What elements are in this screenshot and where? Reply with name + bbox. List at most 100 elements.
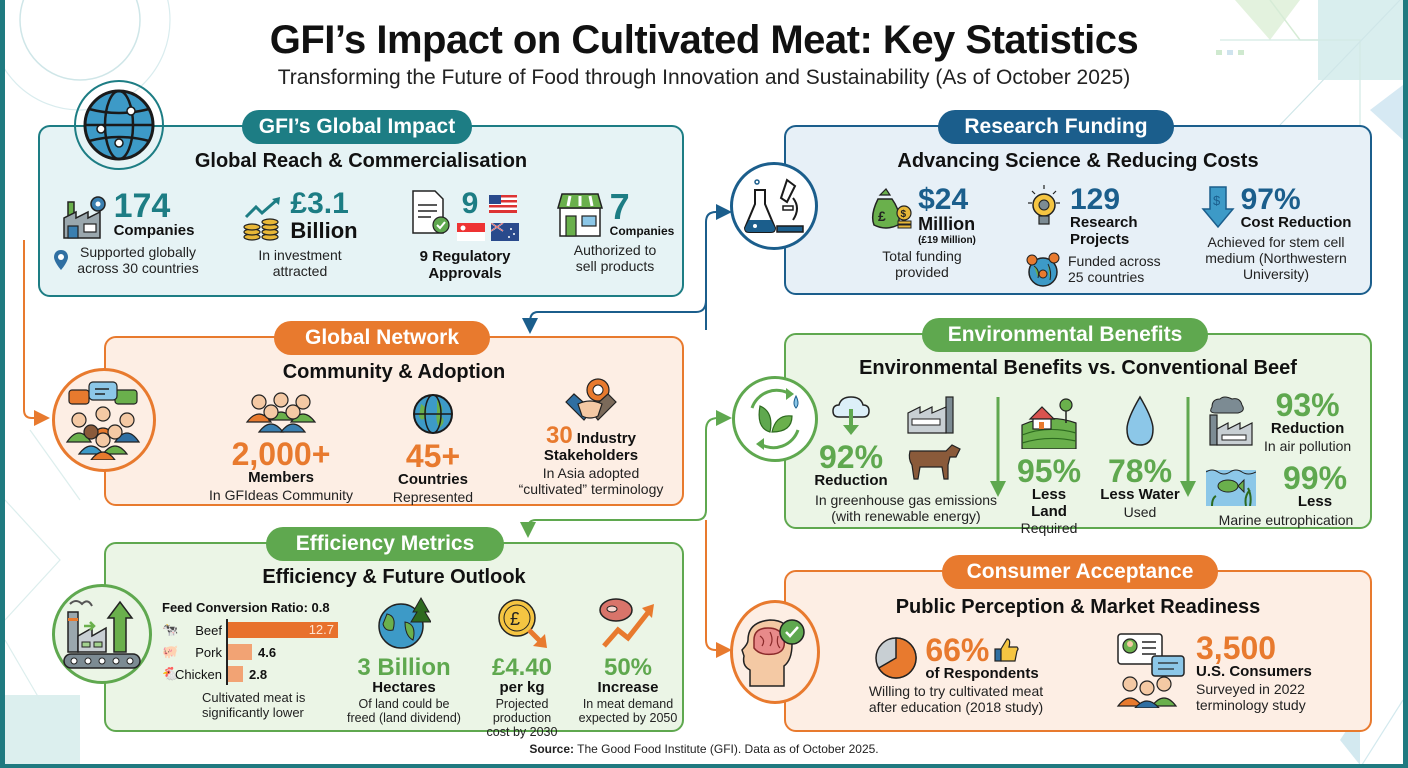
pie-chart-icon	[875, 637, 918, 679]
bar-pork	[228, 644, 252, 660]
brain-check-icon-badge	[730, 600, 820, 704]
bar-label: Chicken	[175, 666, 222, 682]
stat-desc: Used	[1123, 503, 1157, 520]
stat-label-2: Stakeholders	[543, 447, 639, 464]
svg-text:£: £	[510, 609, 520, 629]
stat-investment: £3.1 Billion In investment attracted	[230, 189, 370, 279]
stat-desc: Willing to try cultivated meat	[868, 682, 1044, 699]
stat-label: Increase	[597, 679, 659, 696]
globe-network-icon	[83, 89, 155, 161]
stat-industry-stakeholders: 30 Industry Stakeholders In Asia adopted…	[506, 376, 676, 497]
panel-subtitle: Public Perception & Market Readiness	[895, 596, 1261, 618]
singapore-flag-icon	[457, 223, 485, 241]
svg-text:£: £	[878, 208, 886, 224]
stat-air-pollution: 93% Reduction In air pollution 99% Less …	[1206, 389, 1366, 528]
brain-check-icon	[741, 619, 805, 687]
stat-value: 97%	[1240, 183, 1301, 216]
stat-desc: Surveyed in 2022	[1196, 680, 1305, 697]
stat-total-funding: £ $ $24 Million (£19 Million) Total fund…	[852, 185, 992, 280]
stat-ghg-reduction: 92% Reduction In greenhouse gas emission…	[806, 395, 1006, 524]
lab-icon-badge	[730, 162, 818, 250]
down-arrow-icon	[1180, 397, 1196, 497]
stat-value: 129	[1070, 183, 1121, 216]
stat-value: 99%	[1282, 459, 1348, 496]
pound-coin-down-icon: £	[498, 599, 547, 648]
storefront-icon	[556, 193, 603, 237]
stat-value: 78%	[1107, 453, 1173, 489]
factory-smoke-icon	[1209, 396, 1253, 446]
stat-value: 30	[546, 422, 573, 449]
stat-value: 93%	[1275, 387, 1340, 423]
svg-text:$: $	[1213, 193, 1221, 208]
stat-value: 9	[461, 187, 479, 220]
stat-desc: Required	[1020, 520, 1078, 536]
stat-value: £3.1	[290, 187, 349, 220]
chart-annotation-2: significantly lower	[202, 704, 304, 720]
chicken-icon: 🐔	[162, 666, 179, 681]
stat-desc: Authorized to sell products	[573, 242, 657, 275]
stat-desc: In GFIdeas Community	[209, 486, 353, 503]
bar-label: Pork	[195, 644, 222, 660]
factory-gear-icon	[62, 195, 106, 239]
globe-pins-icon	[1026, 252, 1060, 287]
bar-beef: 12.7	[228, 622, 338, 638]
pig-icon: 🐖	[162, 644, 179, 659]
source-label: Source:	[529, 742, 575, 756]
stat-label: Less Water	[1100, 486, 1180, 503]
stat-label: Countries	[397, 471, 468, 488]
stat-label: per kg	[499, 679, 545, 696]
panel-subtitle: Environmental Benefits vs. Conventional …	[859, 357, 1297, 379]
steak-trend-icon	[599, 598, 654, 648]
stat-us-consumers: 3,500 U.S. Consumers Surveyed in 2022 te…	[1116, 632, 1336, 713]
chart-title: Feed Conversion Ratio: 0.8	[162, 600, 330, 615]
stat-authorized-companies: 7 Companies Authorized to sell products	[550, 189, 680, 274]
panel-subtitle: Global Reach & Commercialisation	[194, 150, 528, 172]
factory-conveyor-icon-badge	[52, 584, 152, 684]
stat-members: 2,000+ Members In GFIdeas Community	[206, 392, 356, 503]
stat-value: 50%	[603, 654, 653, 681]
source-footer: Source: The Good Food Institute (GFI). D…	[0, 742, 1408, 756]
stat-label: Members	[248, 469, 314, 486]
stat-production-cost: £ £4.40 per kg Projected production cost…	[466, 596, 578, 740]
pill-efficiency-metrics: Efficiency Metrics	[266, 527, 504, 561]
factory-conveyor-icon	[63, 600, 141, 669]
globe-icon	[413, 394, 453, 434]
factory-icon	[907, 396, 954, 434]
stat-willing-to-try: 66% of Respondents Willing to try cultiv…	[856, 634, 1056, 715]
fish-water-icon	[1206, 469, 1256, 506]
community-people-icon	[65, 381, 141, 460]
stat-value: 2,000+	[231, 436, 331, 472]
stat-less-land: 95% Less Land Required	[1014, 395, 1084, 536]
handshake-gear-icon	[565, 378, 617, 421]
stat-desc: Funded across 25 countries	[1068, 252, 1161, 285]
stat-label: 9 Regulatory Approvals	[419, 248, 511, 282]
stat-label: Companies	[113, 222, 195, 239]
stat-label: Less	[1297, 492, 1333, 510]
stat-companies-supported: 174 Companies Supported globally across …	[48, 189, 208, 276]
stat-label: Less Land	[1031, 486, 1067, 520]
stat-label: Reduction	[814, 472, 888, 489]
stat-desc: Projected production	[492, 696, 552, 725]
stat-value: 174	[113, 187, 171, 225]
bar-label: Beef	[195, 622, 222, 638]
coins-growth-icon	[243, 197, 281, 241]
panel-environmental-benefits: Environmental Benefits Environmental Ben…	[784, 318, 1372, 536]
thumbs-up-icon	[994, 638, 1019, 662]
location-pin-icon	[54, 249, 68, 270]
lab-flask-microscope-icon	[743, 178, 804, 233]
leaf-cycle-icon	[750, 388, 800, 450]
stat-desc: Total funding provided	[882, 247, 962, 280]
svg-text:$: $	[901, 209, 907, 220]
water-drop-icon	[1126, 395, 1154, 446]
money-bag-icon: £ $	[872, 188, 912, 229]
panel-subtitle: Advancing Science & Reducing Costs	[897, 150, 1259, 172]
earth-tree-icon	[378, 596, 431, 649]
stat-label: Cost Reduction	[1240, 214, 1352, 231]
stat-regulatory-approvals: 9	[395, 189, 535, 282]
pill-global-network: Global Network	[274, 321, 490, 355]
survey-people-icon	[1116, 633, 1185, 708]
farm-land-icon	[1021, 398, 1077, 449]
stat-note: (£19 Million)	[918, 234, 976, 246]
stat-label: Hectares	[372, 679, 436, 696]
stat-less-water: 78% Less Water Used	[1100, 395, 1180, 520]
